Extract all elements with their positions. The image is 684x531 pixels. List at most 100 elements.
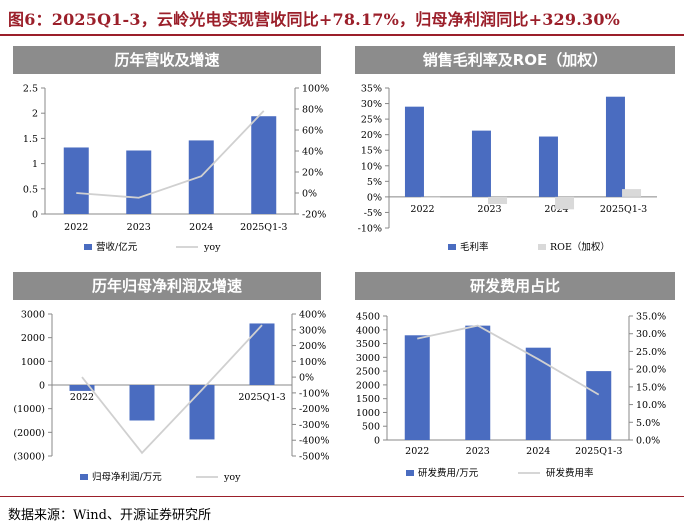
panel-title-margin: 销售毛利率及ROE（加权） bbox=[355, 46, 675, 74]
left-tick-label: 0.5 bbox=[23, 184, 38, 195]
right-tick-label: 80% bbox=[302, 105, 323, 116]
right-tick-label: 30.0% bbox=[636, 329, 666, 340]
bar-primary bbox=[538, 136, 558, 197]
bar-primary bbox=[251, 116, 277, 214]
category-label: 2024 bbox=[189, 222, 213, 233]
legend-swatch-secondary bbox=[538, 244, 546, 250]
figure-title: 图6：2025Q1-3，云岭光电实现营收同比+78.17%，归母净利润同比+32… bbox=[8, 10, 621, 29]
left-tick-label: (3000) bbox=[13, 452, 45, 463]
left-tick-label: 25% bbox=[361, 115, 382, 126]
legend-swatch-primary bbox=[448, 244, 456, 250]
margin-chart: -10% -5% 0% 5% 10% 15% 20% 25% 30% 35% 2022 2023 202… bbox=[358, 84, 657, 253]
left-tick-label: (2000) bbox=[13, 428, 45, 439]
category-label: 2022 bbox=[64, 222, 88, 233]
legend-swatch-primary bbox=[80, 474, 88, 480]
right-tick-label: 15.0% bbox=[636, 382, 666, 393]
category-label: 2022 bbox=[405, 446, 429, 457]
right-tick-label: -400% bbox=[299, 436, 329, 447]
panel-title-revenue: 历年营收及增速 bbox=[13, 46, 321, 74]
left-tick-label: -5% bbox=[364, 208, 382, 219]
left-tick-label: 1000 bbox=[356, 408, 380, 419]
right-tick-label: 60% bbox=[302, 126, 323, 137]
legend-label: 归母净利润/万元 bbox=[92, 471, 162, 483]
left-tick-label: 0 bbox=[32, 210, 38, 221]
legend-swatch-primary bbox=[406, 470, 414, 476]
category-label: 2023 bbox=[466, 446, 490, 457]
category-label: 2025Q1-3 bbox=[238, 392, 285, 403]
right-tick-label: -20% bbox=[302, 210, 326, 221]
category-label: 2025Q1-3 bbox=[575, 446, 622, 457]
category-label: 2025Q1-3 bbox=[600, 204, 647, 215]
bar-primary bbox=[63, 147, 89, 214]
legend-label: ROE（加权） bbox=[550, 241, 610, 253]
left-tick-label: 2500 bbox=[356, 367, 380, 378]
left-tick-label: 2000 bbox=[21, 333, 45, 344]
left-tick-label: 2 bbox=[32, 109, 38, 120]
bar-primary bbox=[249, 323, 275, 385]
bar-primary bbox=[129, 385, 155, 421]
left-tick-label: 1500 bbox=[356, 394, 380, 405]
right-tick-label: 400% bbox=[299, 310, 326, 321]
left-tick-label: 3000 bbox=[356, 353, 380, 364]
category-label: 2023 bbox=[477, 204, 501, 215]
right-tick-label: 100% bbox=[302, 84, 329, 95]
source-rule bbox=[0, 496, 684, 497]
left-tick-label: 0 bbox=[374, 436, 380, 447]
category-label: 2024 bbox=[526, 446, 550, 457]
bar-secondary bbox=[488, 196, 508, 205]
legend-label: 营收/亿元 bbox=[96, 241, 138, 253]
legend-label: yoy bbox=[223, 472, 241, 483]
category-label: 2025Q1-3 bbox=[240, 222, 287, 233]
category-label: 2023 bbox=[127, 222, 151, 233]
right-tick-label: 0% bbox=[302, 189, 317, 200]
right-tick-label: 20.0% bbox=[636, 365, 666, 376]
bar-primary bbox=[404, 106, 424, 197]
right-tick-label: -100% bbox=[299, 388, 329, 399]
right-tick-label: 25.0% bbox=[636, 347, 666, 358]
left-tick-label: 4500 bbox=[356, 312, 380, 323]
right-tick-label: 35.0% bbox=[636, 312, 666, 323]
left-tick-label: 1 bbox=[32, 159, 38, 170]
profit-chart: (3000) (2000) (1000) 0 1000 2000 3000 -500% -400… bbox=[13, 310, 329, 484]
right-tick-label: 300% bbox=[299, 325, 326, 336]
panel-title-profit: 历年归母净利润及增速 bbox=[13, 272, 321, 300]
left-tick-label: 1.5 bbox=[23, 134, 38, 145]
series-line bbox=[417, 324, 600, 396]
title-rule bbox=[0, 34, 684, 36]
revenue-chart: 0 0.5 1 1.5 2 2.5 -20% 0% 20% 40% 60% 80% 100% 2022 20… bbox=[23, 84, 329, 254]
category-label: 2024 bbox=[544, 204, 568, 215]
bar-primary bbox=[188, 140, 214, 214]
right-tick-label: -300% bbox=[299, 420, 329, 431]
left-tick-label: 30% bbox=[361, 99, 382, 110]
bar-secondary bbox=[622, 189, 642, 197]
right-tick-label: -500% bbox=[299, 452, 329, 463]
right-tick-label: -200% bbox=[299, 404, 329, 415]
bar-primary bbox=[525, 347, 551, 440]
legend-label: 研发费用/万元 bbox=[418, 467, 479, 479]
series-line bbox=[81, 324, 263, 455]
bar-primary bbox=[605, 96, 625, 197]
series-line bbox=[76, 110, 265, 199]
left-tick-label: 2000 bbox=[356, 380, 380, 391]
bar-primary bbox=[465, 325, 491, 440]
source-note: 数据来源：Wind、开源证券研究所 bbox=[8, 508, 211, 523]
left-tick-label: -10% bbox=[358, 224, 382, 235]
left-tick-label: (1000) bbox=[13, 404, 45, 415]
left-tick-label: 35% bbox=[361, 84, 382, 95]
left-tick-label: 5% bbox=[367, 177, 382, 188]
right-tick-label: 100% bbox=[299, 357, 326, 368]
legend-label: yoy bbox=[203, 242, 221, 253]
category-label: 2022 bbox=[70, 392, 94, 403]
legend-swatch-primary bbox=[84, 244, 92, 250]
bar-primary bbox=[404, 335, 430, 440]
left-tick-label: 0% bbox=[367, 192, 382, 203]
bar-primary bbox=[471, 130, 491, 197]
left-tick-label: 10% bbox=[361, 161, 382, 172]
panel-title-rd: 研发费用占比 bbox=[355, 272, 675, 300]
bar-secondary bbox=[421, 196, 441, 198]
legend-label: 毛利率 bbox=[460, 241, 489, 253]
left-tick-label: 3500 bbox=[356, 339, 380, 350]
category-label: 2022 bbox=[410, 204, 434, 215]
right-tick-label: 10.0% bbox=[636, 400, 666, 411]
right-tick-label: 5.0% bbox=[636, 418, 660, 429]
